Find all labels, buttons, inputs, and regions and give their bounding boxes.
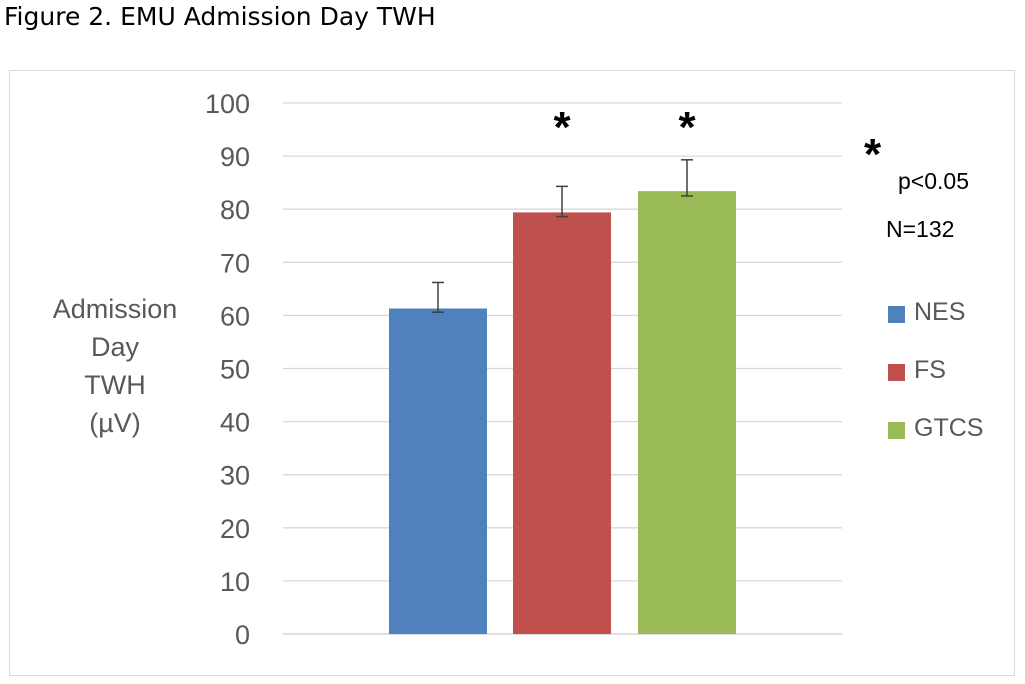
y-tick-label: 70 (220, 248, 250, 278)
y-tick-label: 100 (205, 89, 250, 119)
y-axis-label-line: (µV) (89, 408, 141, 438)
legend-swatch (888, 306, 905, 323)
p-value-note: p<0.05 (898, 168, 969, 194)
figure-title: Figure 2. EMU Admission Day TWH (4, 2, 436, 31)
bar-nes (389, 308, 487, 634)
legend-label: NES (914, 298, 966, 326)
legend-label: FS (914, 356, 946, 384)
y-tick-label: 0 (235, 620, 250, 650)
chart-frame (9, 70, 1015, 676)
y-tick-label: 20 (220, 514, 250, 544)
y-tick-label: 10 (220, 567, 250, 597)
legend-label: GTCS (914, 414, 984, 442)
y-tick-label: 30 (220, 461, 250, 491)
y-tick-label: 80 (220, 195, 250, 225)
bar-fs (513, 212, 611, 635)
y-axis-label: Admission Day TWH (µV) (30, 290, 200, 442)
y-axis-label-line: TWH (84, 370, 146, 400)
legend-swatch (888, 364, 905, 381)
bar-gtcs (638, 191, 736, 634)
y-axis-label-line: Day (90, 332, 139, 362)
y-tick-label: 50 (220, 355, 250, 385)
legend-swatch (888, 422, 905, 439)
y-tick-label: 40 (220, 408, 250, 438)
significance-star: * (678, 103, 696, 152)
y-tick-label: 60 (220, 301, 250, 331)
y-axis-label-line: Admission (52, 294, 178, 324)
sample-size-note: N=132 (886, 216, 955, 242)
significance-legend-star: * (864, 130, 882, 179)
y-tick-label: 90 (220, 142, 250, 172)
significance-star: * (553, 103, 571, 152)
